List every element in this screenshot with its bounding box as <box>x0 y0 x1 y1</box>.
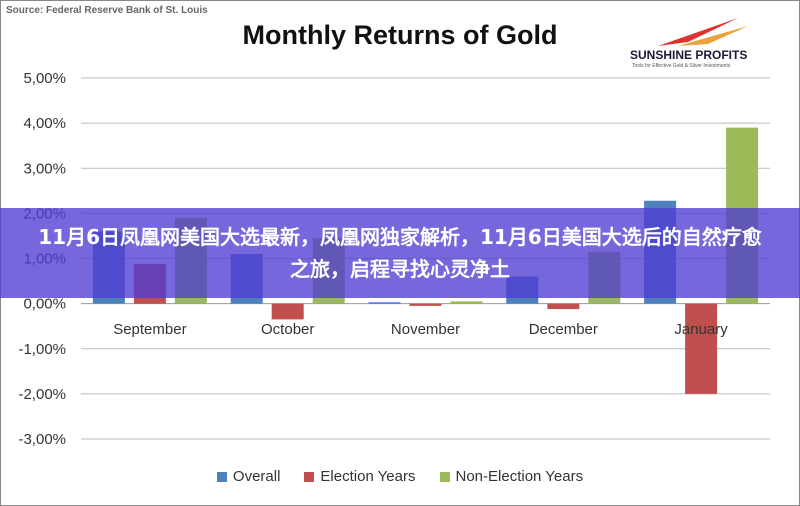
bar-january-election-years <box>685 303 718 394</box>
y-tick-label: 4,00% <box>23 115 66 132</box>
bar-december-election-years <box>547 303 580 310</box>
y-tick-label: -1,00% <box>18 341 66 358</box>
legend-item: Non-Election Years <box>439 468 584 485</box>
legend-swatch <box>304 471 315 482</box>
headline-banner[interactable]: 11月6日凤凰网美国大选最新，凤凰网独家解析，11月6日美国大选后的自然疗愈之旅… <box>0 208 800 298</box>
x-tick-label: October <box>261 321 314 338</box>
bar-november-overall <box>368 302 401 304</box>
logo-swoosh-icon <box>658 18 748 46</box>
legend-item: Overall <box>216 468 281 485</box>
y-tick-label: 3,00% <box>23 160 66 177</box>
legend-item: Election Years <box>304 468 416 485</box>
y-tick-label: -2,00% <box>18 386 66 403</box>
logo-name: SUNSHINE PROFITS <box>630 48 748 62</box>
bar-october-election-years <box>271 303 304 320</box>
legend-swatch <box>439 471 450 482</box>
legend-label: Non-Election Years <box>455 468 584 485</box>
x-tick-label: December <box>529 321 598 338</box>
bar-november-election-years <box>409 303 442 306</box>
y-tick-label: -3,00% <box>18 431 66 448</box>
y-tick-label: 5,00% <box>23 70 66 87</box>
legend: Overall Election Years Non-Election Years <box>0 468 800 485</box>
legend-swatch <box>216 471 227 482</box>
bar-november-non-election-years <box>450 301 483 304</box>
x-tick-label: January <box>674 321 728 338</box>
chart-title: Monthly Returns of Gold <box>242 20 558 50</box>
sunshine-profits-logo: SUNSHINE PROFITS Tools for Effective Gol… <box>628 14 773 74</box>
source-note: Source: Federal Reserve Bank of St. Loui… <box>6 5 208 16</box>
legend-label: Election Years <box>320 468 416 485</box>
headline-text: 11月6日凤凰网美国大选最新，凤凰网独家解析，11月6日美国大选后的自然疗愈之旅… <box>38 225 762 281</box>
x-tick-label: September <box>113 321 186 338</box>
y-tick-label: 0,00% <box>23 296 66 313</box>
logo-tagline: Tools for Effective Gold & Silver Invest… <box>632 63 731 69</box>
x-tick-label: November <box>391 321 460 338</box>
legend-label: Overall <box>232 468 281 485</box>
